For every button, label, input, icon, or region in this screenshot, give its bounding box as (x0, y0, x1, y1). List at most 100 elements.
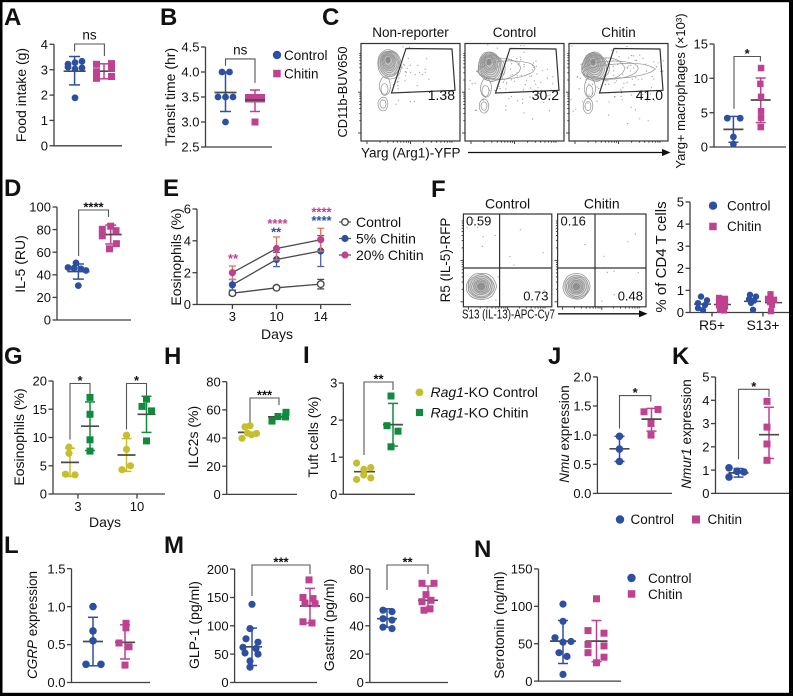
svg-text:0.48: 0.48 (618, 289, 643, 304)
svg-text:60: 60 (37, 245, 51, 260)
svg-text:30.2: 30.2 (532, 87, 559, 103)
svg-text:H: H (164, 343, 181, 370)
svg-text:***: *** (257, 388, 273, 403)
svg-text:R5+: R5+ (699, 317, 725, 333)
svg-text:F: F (431, 176, 446, 203)
svg-text:2: 2 (330, 413, 337, 428)
svg-text:**: ** (228, 251, 239, 266)
svg-text:Control: Control (727, 199, 771, 214)
svg-text:Control: Control (493, 25, 537, 40)
svg-text:% of CD4 T cells: % of CD4 T cells (653, 201, 670, 312)
svg-text:A: A (4, 4, 21, 31)
svg-text:2.5: 2.5 (181, 140, 199, 155)
svg-text:Control: Control (356, 214, 401, 230)
svg-text:1.5: 1.5 (47, 561, 65, 576)
svg-text:1.38: 1.38 (428, 87, 455, 103)
svg-text:2: 2 (41, 88, 48, 103)
svg-text:Days: Days (89, 514, 121, 530)
svg-text:Food intake (g): Food intake (g) (13, 48, 29, 142)
svg-text:0: 0 (357, 675, 364, 690)
svg-text:Rag1-KO Control: Rag1-KO Control (431, 384, 538, 400)
svg-text:20: 20 (206, 459, 220, 474)
svg-text:ns: ns (82, 28, 97, 43)
svg-text:****: **** (311, 205, 332, 220)
svg-text:*: * (751, 379, 757, 394)
svg-text:20: 20 (33, 374, 47, 389)
svg-text:Yarg (Arg1)-YFP: Yarg (Arg1)-YFP (361, 146, 461, 161)
svg-text:Chitin: Chitin (708, 512, 743, 527)
svg-text:Eosinophils (%): Eosinophils (%) (168, 208, 184, 305)
svg-text:Chitin: Chitin (601, 25, 636, 40)
svg-text:15: 15 (33, 402, 47, 417)
svg-text:100: 100 (511, 599, 533, 614)
svg-text:CGRP expression: CGRP expression (25, 571, 40, 679)
svg-text:5: 5 (677, 195, 684, 210)
svg-text:L: L (4, 532, 19, 559)
svg-text:*: * (745, 46, 751, 61)
svg-text:Transit time (hr): Transit time (hr) (162, 48, 178, 146)
svg-text:0: 0 (701, 140, 708, 155)
svg-text:***: *** (273, 555, 289, 570)
svg-text:10: 10 (269, 309, 283, 324)
svg-text:5: 5 (40, 458, 47, 473)
svg-text:1: 1 (702, 463, 709, 478)
svg-text:3.5: 3.5 (181, 90, 199, 105)
svg-text:R5 (IL-5)-RFP: R5 (IL-5)-RFP (438, 218, 453, 303)
svg-text:40: 40 (37, 268, 51, 283)
svg-text:G: G (4, 343, 23, 370)
svg-text:Chitin: Chitin (284, 66, 319, 81)
svg-text:0.59: 0.59 (466, 214, 491, 229)
svg-text:0: 0 (41, 139, 48, 154)
svg-text:14: 14 (313, 309, 327, 324)
svg-text:1: 1 (41, 113, 48, 128)
svg-text:**: ** (373, 372, 384, 387)
svg-text:Control: Control (648, 571, 692, 586)
svg-text:0.16: 0.16 (561, 214, 586, 229)
svg-text:0: 0 (525, 674, 532, 689)
svg-text:5: 5 (702, 370, 709, 385)
svg-text:0.0: 0.0 (47, 675, 65, 690)
svg-text:1.0: 1.0 (573, 428, 591, 443)
svg-text:1.5: 1.5 (573, 399, 591, 414)
svg-text:GLP-1 (pg/ml): GLP-1 (pg/ml) (186, 581, 202, 669)
svg-text:41.0: 41.0 (636, 87, 663, 103)
svg-text:**: ** (402, 555, 413, 570)
svg-text:I: I (303, 342, 310, 369)
svg-text:J: J (548, 343, 561, 370)
svg-text:*: * (633, 385, 639, 400)
svg-text:100: 100 (207, 619, 229, 634)
svg-text:K: K (672, 343, 690, 370)
svg-text:Gastrin (pg/ml): Gastrin (pg/ml) (321, 579, 337, 672)
svg-text:Chitin: Chitin (648, 587, 683, 602)
svg-text:2: 2 (184, 265, 191, 280)
svg-text:Chitin: Chitin (584, 196, 620, 212)
svg-text:3.0: 3.0 (181, 115, 199, 130)
svg-text:E: E (163, 175, 179, 202)
svg-text:150: 150 (207, 590, 229, 605)
svg-text:0.5: 0.5 (47, 637, 65, 652)
svg-text:5: 5 (701, 105, 708, 120)
svg-text:4.0: 4.0 (181, 65, 199, 80)
svg-text:0: 0 (330, 487, 337, 502)
svg-text:1.0: 1.0 (47, 599, 65, 614)
svg-text:0.73: 0.73 (523, 289, 548, 304)
svg-text:1: 1 (677, 283, 684, 298)
svg-text:Days: Days (261, 326, 293, 342)
svg-text:80: 80 (37, 222, 51, 237)
svg-text:*: * (77, 373, 83, 388)
svg-text:ILC2s (%): ILC2s (%) (185, 406, 201, 468)
svg-text:*: * (134, 373, 140, 388)
svg-text:3: 3 (41, 62, 48, 77)
svg-text:3: 3 (229, 309, 236, 324)
svg-text:3: 3 (330, 376, 337, 391)
svg-text:60: 60 (349, 590, 363, 605)
svg-text:CD11b-BUV650: CD11b-BUV650 (335, 47, 350, 138)
svg-text:B: B (160, 4, 177, 31)
svg-text:20: 20 (349, 647, 363, 662)
svg-text:0: 0 (44, 313, 51, 328)
svg-text:Control: Control (631, 512, 675, 527)
svg-text:4: 4 (702, 393, 709, 408)
svg-text:Serotonin (ng/ml): Serotonin (ng/ml) (491, 571, 507, 678)
svg-text:4: 4 (677, 217, 684, 232)
svg-text:50: 50 (518, 636, 532, 651)
